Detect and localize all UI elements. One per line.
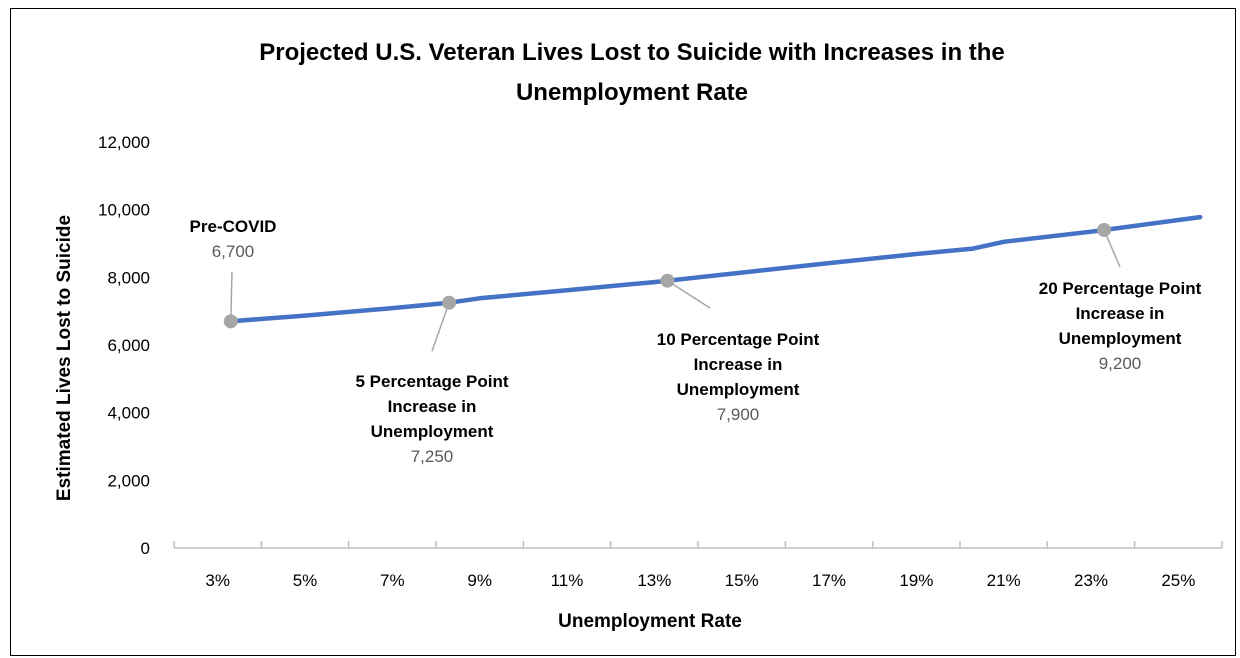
y-tick-label: 10,000 — [98, 201, 150, 220]
annotation-leader-line — [667, 280, 711, 309]
annotation-value: 9,200 — [1099, 354, 1142, 373]
y-tick-label: 2,000 — [107, 471, 150, 490]
annotation-label: Unemployment — [677, 380, 800, 399]
annotation-leader-line — [431, 302, 450, 352]
x-axis — [173, 541, 1223, 549]
x-tick-label: 9% — [467, 571, 492, 590]
annotation-label: Unemployment — [371, 422, 494, 441]
annotation-markers — [223, 222, 1112, 329]
annotation-value: 6,700 — [212, 242, 255, 261]
annotation-label: 5 Percentage Point — [355, 372, 508, 391]
data-point-marker — [660, 273, 675, 288]
data-point-marker — [223, 314, 238, 329]
x-tick-label: 23% — [1074, 571, 1108, 590]
annotation-labels: Pre-COVID 6,700 5 Percentage Point Increase… — [190, 217, 1202, 466]
chart-title: Projected U.S. Veteran Lives Lost to Sui… — [259, 39, 1005, 106]
annotation-label: 10 Percentage Point — [657, 330, 820, 349]
x-tick-label: 7% — [380, 571, 405, 590]
y-tick-label: 8,000 — [107, 268, 150, 287]
annotation-label: Increase in — [1076, 304, 1165, 323]
x-tick-label: 21% — [987, 571, 1021, 590]
chart-title-line-1: Projected U.S. Veteran Lives Lost to Sui… — [259, 39, 1005, 66]
data-point-marker — [1097, 222, 1112, 237]
x-tick-label: 13% — [637, 571, 671, 590]
data-point-marker — [442, 295, 457, 310]
y-axis-tick-labels: 0 2,000 4,000 6,000 8,000 10,000 12,000 — [98, 133, 150, 558]
y-tick-label: 6,000 — [107, 336, 150, 355]
chart-title-line-2: Unemployment Rate — [516, 79, 748, 106]
annotation-leader-line — [230, 271, 233, 322]
series-layer — [228, 214, 1203, 324]
x-axis-title: Unemployment Rate — [558, 611, 742, 632]
annotation-label: 20 Percentage Point — [1039, 279, 1202, 298]
x-tick-label: 25% — [1161, 571, 1195, 590]
annotation-value: 7,250 — [411, 447, 454, 466]
y-tick-label: 0 — [141, 539, 150, 558]
annotation-value: 7,900 — [717, 405, 760, 424]
annotation-label: Increase in — [388, 397, 477, 416]
x-tick-label: 11% — [551, 571, 584, 590]
annotation-label: Pre-COVID — [190, 217, 277, 236]
series-line — [228, 214, 1203, 324]
x-tick-label: 15% — [725, 571, 759, 590]
y-axis-title: Estimated Lives Lost to Suicide — [54, 215, 75, 501]
x-axis-tick-labels: 3% 5% 7% 9% 11% 13% 15% 17% 19% 21% 23% 25% — [205, 571, 1195, 590]
x-tick-label: 3% — [205, 571, 230, 590]
x-tick-label: 17% — [812, 571, 846, 590]
y-tick-label: 12,000 — [98, 133, 150, 152]
x-tick-label: 5% — [293, 571, 318, 590]
x-tick-label: 19% — [899, 571, 933, 590]
annotation-label: Unemployment — [1059, 329, 1182, 348]
y-tick-label: 4,000 — [107, 404, 150, 423]
annotation-label: Increase in — [694, 355, 783, 374]
